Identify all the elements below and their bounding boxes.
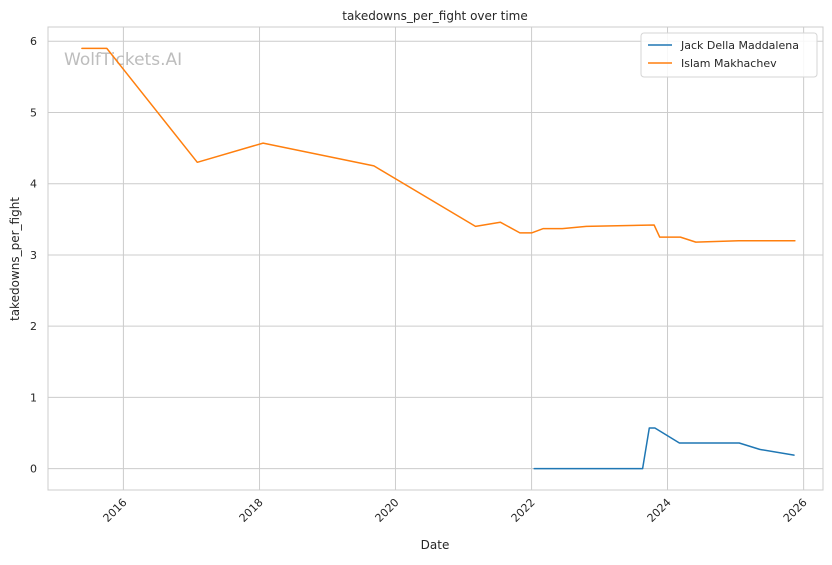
legend-label: Jack Della Maddalena — [680, 39, 799, 52]
y-tick-label: 5 — [30, 106, 37, 119]
y-tick-label: 6 — [30, 35, 37, 48]
chart-title: takedowns_per_fight over time — [342, 9, 528, 23]
y-axis-label: takedowns_per_fight — [8, 197, 22, 321]
y-tick-label: 3 — [30, 249, 37, 262]
x-axis-label: Date — [421, 538, 450, 552]
series-line-islam-makhachev — [81, 47, 796, 243]
series — [81, 47, 796, 470]
plot-frame — [47, 26, 824, 491]
legend-label: Islam Makhachev — [681, 57, 777, 70]
legend-box — [640, 32, 818, 78]
legend: Jack Della Maddalena Islam Makhachev — [640, 32, 818, 78]
y-tick-label: 4 — [30, 178, 37, 191]
y-tick-label: 1 — [30, 391, 37, 404]
series-line-jack-della-maddalena — [533, 427, 795, 470]
watermark-text: WolfTickets.AI — [64, 50, 182, 70]
y-tick-label: 0 — [30, 463, 37, 476]
y-tick-label: 2 — [30, 320, 37, 333]
